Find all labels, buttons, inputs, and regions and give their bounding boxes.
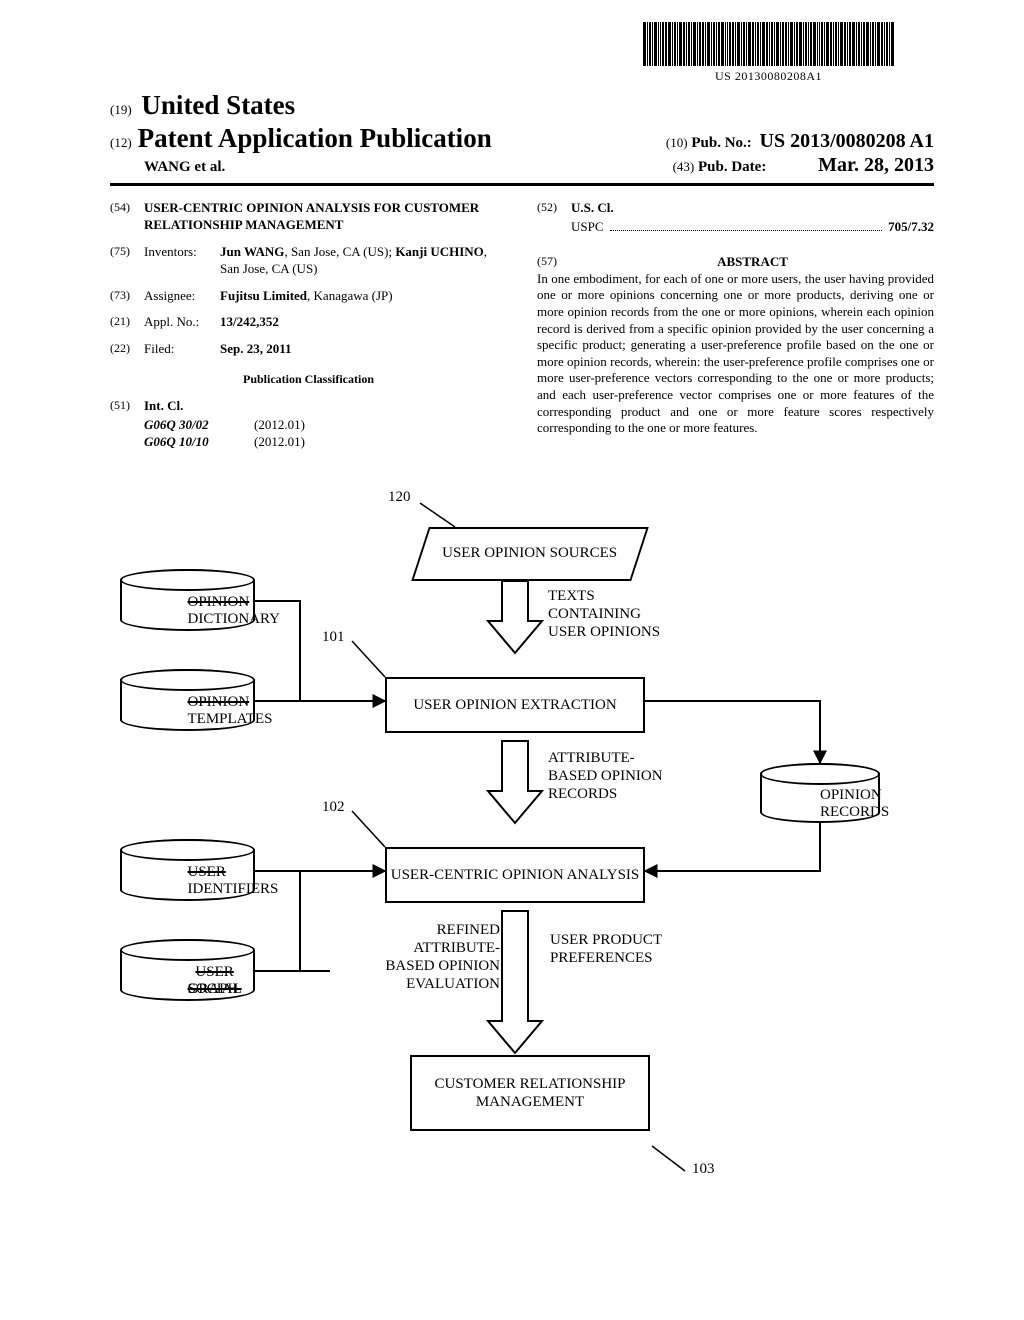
label-opinion-templates-2: TEMPLATES bbox=[188, 711, 273, 728]
node-opinion-records: OPINIONRECORDS bbox=[760, 763, 880, 823]
field-code-22: (22) bbox=[110, 341, 144, 358]
label-crm: CUSTOMER RELATIONSHIP MANAGEMENT bbox=[412, 1075, 648, 1111]
field-code-21: (21) bbox=[110, 314, 144, 331]
field-code-57: (57) bbox=[537, 254, 571, 271]
node-user-social-graph: USER SOCIALGRAPH bbox=[120, 939, 255, 1001]
field-code-73: (73) bbox=[110, 288, 144, 305]
publication-number: US 2013/0080208 A1 bbox=[760, 130, 934, 152]
barcode-icon bbox=[643, 22, 894, 66]
publication-classification-hdr: Publication Classification bbox=[110, 372, 507, 388]
intcl-code-0: G06Q 30/02 bbox=[144, 417, 254, 434]
intcl-year-0: (2012.01) bbox=[254, 417, 305, 434]
node-user-opinion-extraction: USER OPINION EXTRACTION bbox=[385, 677, 645, 733]
field-code-75: (75) bbox=[110, 244, 144, 278]
label-opinion-dictionary-2: DICTIONARY bbox=[188, 611, 281, 628]
node-opinion-templates: OPINIONTEMPLATES bbox=[120, 669, 255, 731]
label-opinion-templates-1: OPINION bbox=[188, 694, 250, 711]
ref-102: 102 bbox=[322, 799, 345, 816]
ref-120: 120 bbox=[388, 489, 411, 506]
node-user-opinion-sources: USER OPINION SOURCES bbox=[411, 527, 649, 581]
publication-type: Patent Application Publication bbox=[138, 123, 492, 154]
assignee-label: Assignee: bbox=[144, 288, 220, 305]
inventors-value: Jun WANG, San Jose, CA (US); Kanji UCHIN… bbox=[220, 244, 507, 278]
field-code-10: (10) bbox=[666, 135, 688, 150]
invention-title: USER-CENTRIC OPINION ANALYSIS FOR CUSTOM… bbox=[144, 200, 507, 234]
pub-date-label: Pub. Date: bbox=[698, 159, 766, 175]
label-user-centric-analysis: USER-CENTRIC OPINION ANALYSIS bbox=[391, 866, 640, 884]
field-code-43: (43) bbox=[673, 159, 695, 174]
intcl-code-1: G06Q 10/10 bbox=[144, 434, 254, 451]
ref-103: 103 bbox=[692, 1161, 715, 1178]
barcode-block: US 20130080208A1 bbox=[643, 22, 894, 84]
label-user-opinion-sources: USER OPINION SOURCES bbox=[442, 545, 617, 562]
uspc-label: USPC bbox=[571, 219, 604, 236]
label-opinion-records-2: RECORDS bbox=[820, 804, 889, 821]
ref-101: 101 bbox=[322, 629, 345, 646]
abstract-header: ABSTRACT bbox=[717, 254, 788, 269]
node-user-centric-analysis: USER-CENTRIC OPINION ANALYSIS bbox=[385, 847, 645, 903]
label-opinion-dictionary-1: OPINION bbox=[188, 594, 250, 611]
label-user-identifiers-2: IDENTIFIERS bbox=[188, 881, 279, 898]
header-rule bbox=[110, 183, 934, 186]
field-code-51: (51) bbox=[110, 398, 144, 415]
uspc-dots bbox=[610, 230, 883, 231]
filed-label: Filed: bbox=[144, 341, 220, 358]
barcode-text: US 20130080208A1 bbox=[643, 69, 894, 84]
label-user-product-pref: USER PRODUCTPREFERENCES bbox=[550, 931, 710, 967]
abstract-body: In one embodiment, for each of one or mo… bbox=[537, 271, 934, 437]
assignee-value: Fujitsu Limited, Kanagawa (JP) bbox=[220, 288, 507, 305]
pub-no-label: Pub. No.: bbox=[691, 135, 751, 151]
field-code-54: (54) bbox=[110, 200, 144, 234]
node-crm: CUSTOMER RELATIONSHIP MANAGEMENT bbox=[410, 1055, 650, 1131]
node-opinion-dictionary: OPINIONDICTIONARY bbox=[120, 569, 255, 631]
node-user-identifiers: USERIDENTIFIERS bbox=[120, 839, 255, 901]
uspc-value: 705/7.32 bbox=[888, 219, 934, 236]
field-code-12: (12) bbox=[110, 135, 132, 151]
appl-no-label: Appl. No.: bbox=[144, 314, 220, 331]
flowchart-diagram: 120 101 102 103 USER OPINION SOURCES TEX… bbox=[110, 481, 930, 1201]
intcl-year-1: (2012.01) bbox=[254, 434, 305, 451]
label-refined: REFINEDATTRIBUTE-BASED OPINIONEVALUATION bbox=[340, 921, 500, 993]
label-user-social-2: GRAPH bbox=[188, 981, 239, 998]
assignee-name: Fujitsu Limited bbox=[220, 288, 307, 303]
inventor-1-name: Jun WANG bbox=[220, 244, 284, 259]
assignee-loc: , Kanagawa (JP) bbox=[307, 288, 393, 303]
label-attribute-based: ATTRIBUTE-BASED OPINIONRECORDS bbox=[548, 749, 718, 803]
label-opinion-records-1: OPINION bbox=[820, 787, 882, 804]
field-code-52: (52) bbox=[537, 200, 571, 217]
label-user-opinion-extraction: USER OPINION EXTRACTION bbox=[413, 696, 616, 714]
inventor-1-loc: , San Jose, CA (US); bbox=[284, 244, 395, 259]
filed-date: Sep. 23, 2011 bbox=[220, 341, 292, 356]
authors: WANG et al. bbox=[144, 159, 225, 176]
country: United States bbox=[141, 90, 295, 120]
intcl-label: Int. Cl. bbox=[144, 398, 183, 413]
uscl-label: U.S. Cl. bbox=[571, 200, 614, 215]
appl-no: 13/242,352 bbox=[220, 314, 279, 329]
label-texts-containing: TEXTSCONTAININGUSER OPINIONS bbox=[548, 587, 718, 641]
field-code-19: (19) bbox=[110, 102, 132, 117]
publication-date: Mar. 28, 2013 bbox=[818, 154, 934, 176]
inventors-label: Inventors: bbox=[144, 244, 220, 278]
inventor-2-name: Kanji UCHINO bbox=[395, 244, 483, 259]
label-user-identifiers-1: USER bbox=[188, 864, 226, 881]
